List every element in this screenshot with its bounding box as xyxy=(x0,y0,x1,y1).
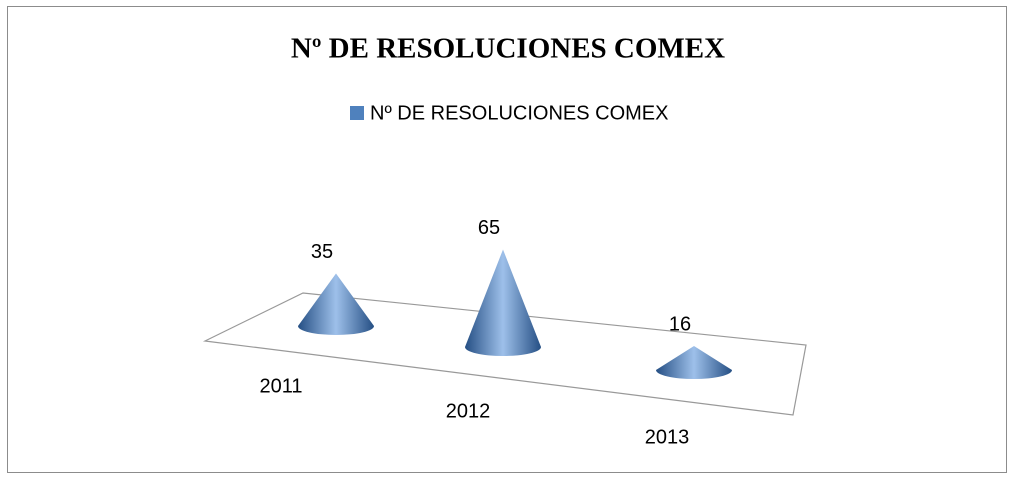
legend-label: Nº DE RESOLUCIONES COMEX xyxy=(370,102,668,124)
x-tick-label: 2013 xyxy=(645,426,690,448)
data-label: 35 xyxy=(311,241,333,263)
chart-title: Nº DE RESOLUCIONES COMEX xyxy=(291,33,725,65)
legend-swatch xyxy=(350,106,364,120)
cone xyxy=(298,273,374,335)
cone xyxy=(656,346,732,379)
x-tick-label: 2011 xyxy=(259,375,302,397)
data-label: 16 xyxy=(669,313,691,335)
floor xyxy=(202,292,807,416)
cone xyxy=(465,249,541,356)
chart-border xyxy=(7,6,1007,473)
data-label: 65 xyxy=(478,217,500,239)
x-tick-label: 2012 xyxy=(446,400,491,422)
